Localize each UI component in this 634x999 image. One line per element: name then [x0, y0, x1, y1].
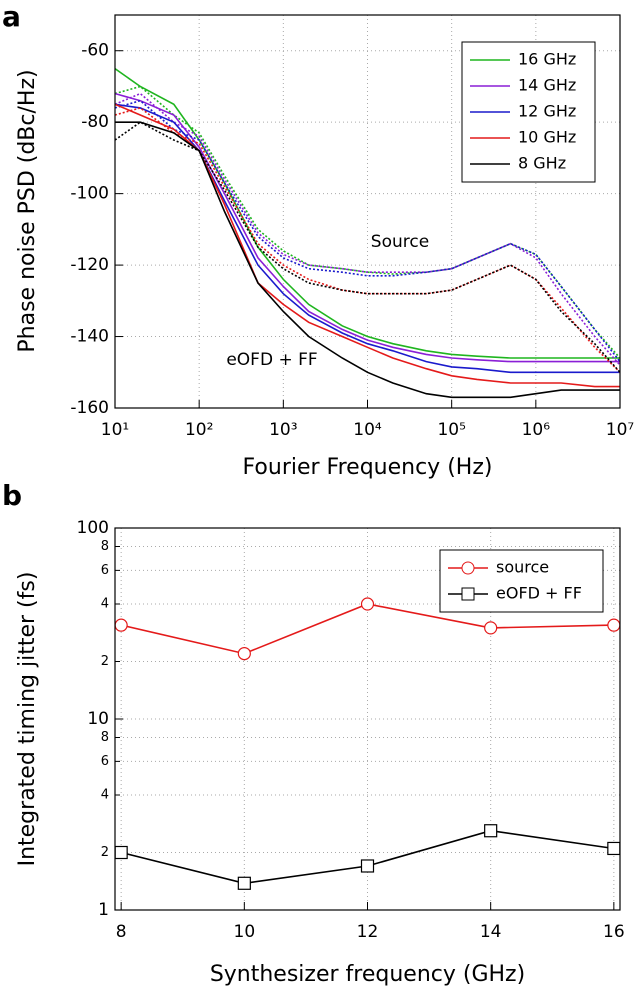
- x-tick-label: 10⁶: [522, 420, 551, 440]
- y-tick-label: 100: [77, 518, 109, 538]
- legend-label: 16 GHz: [518, 50, 576, 69]
- y-tick-label: 6: [101, 563, 109, 578]
- y-tick-label: 8: [101, 730, 109, 745]
- y-tick-label: 4: [101, 788, 109, 803]
- y-tick-label: 8: [101, 539, 109, 554]
- y-tick-label: 1: [98, 900, 109, 920]
- legend-label: 8 GHz: [518, 154, 566, 173]
- marker: [607, 841, 621, 856]
- y-axis-title: Integrated timing jitter (fs): [15, 572, 40, 867]
- plot-frame: [114, 527, 621, 911]
- series-line: [115, 121, 620, 399]
- y-tick-label: -60: [81, 41, 109, 61]
- y-tick-label: -80: [81, 112, 109, 132]
- x-tick-label: 16: [603, 922, 625, 942]
- legend-label: 14 GHz: [518, 76, 576, 95]
- legend-marker: [461, 561, 475, 575]
- x-tick-label: 10³: [269, 420, 297, 440]
- annotation: Source: [371, 232, 429, 252]
- annotation: eOFD + FF: [226, 350, 317, 370]
- marker: [484, 824, 498, 838]
- plot-area: [115, 67, 620, 399]
- y-tick-label: -160: [70, 398, 109, 418]
- plot-area: [121, 603, 614, 885]
- x-axis-title: Fourier Frequency (Hz): [243, 455, 493, 480]
- marker: [114, 845, 128, 860]
- x-tick-label: 10⁴: [353, 420, 382, 440]
- y-tick-label: 2: [101, 845, 109, 860]
- panel-label: a: [2, 0, 21, 33]
- x-tick-label: 10¹: [101, 420, 129, 440]
- legend-box: [439, 549, 604, 613]
- x-tick-label: 12: [357, 922, 379, 942]
- x-tick-label: 10²: [185, 420, 213, 440]
- y-tick-label: -100: [70, 184, 109, 204]
- panel-label: b: [2, 479, 22, 512]
- marker: [237, 646, 251, 661]
- legend-label: source: [496, 558, 549, 577]
- source-line: [115, 92, 620, 366]
- x-tick-label: 10: [234, 922, 256, 942]
- marker: [360, 859, 375, 873]
- marker: [114, 618, 128, 632]
- source-line: [115, 85, 620, 359]
- series-line: [115, 92, 620, 363]
- y-tick-label: 4: [101, 597, 109, 612]
- y-tick-label: -140: [70, 327, 109, 347]
- legend-label: 12 GHz: [518, 102, 576, 121]
- x-tick-label: 10⁷: [606, 420, 634, 440]
- y-axis-title: Phase noise PSD (dBc/Hz): [15, 69, 40, 352]
- marker: [607, 618, 621, 632]
- chart: 10¹ 10² 10³ 10⁴ 10⁵ 10⁶ 10⁷ -160 -140 -120 -100 -80…: [2, 0, 634, 480]
- source-line: [115, 99, 620, 363]
- plot-frame: [114, 14, 621, 409]
- y-tick-label: 2: [101, 654, 109, 669]
- marker: [237, 876, 251, 890]
- y-tick-label: 10: [87, 709, 109, 729]
- x-tick-label: 14: [480, 922, 502, 942]
- y-tick-label: -120: [70, 255, 109, 275]
- marker: [360, 597, 375, 611]
- marker: [484, 621, 498, 635]
- x-tick-label: 10⁵: [437, 420, 465, 440]
- x-axis-title: Synthesizer frequency (GHz): [210, 962, 525, 987]
- legend-marker: [461, 587, 475, 601]
- legend-label: eOFD + FF: [496, 584, 582, 603]
- legend-label: 10 GHz: [518, 128, 576, 147]
- y-tick-label: 6: [101, 754, 109, 769]
- x-tick-label: 8: [116, 922, 127, 942]
